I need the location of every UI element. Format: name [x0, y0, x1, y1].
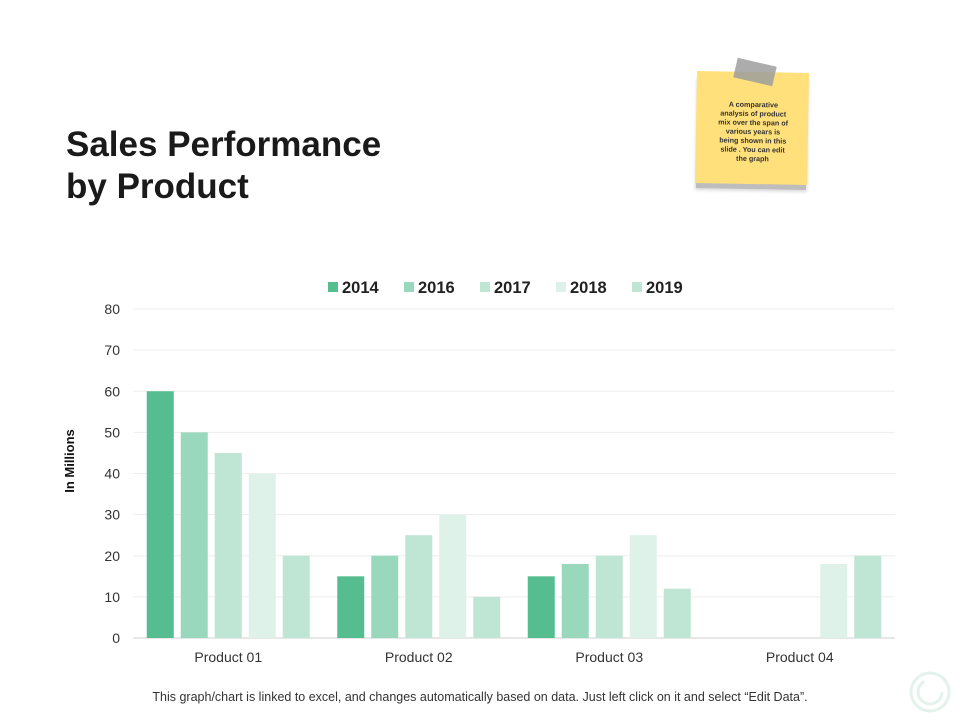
bar — [854, 555, 882, 638]
bar — [371, 555, 399, 638]
y-tick-label: 30 — [104, 507, 120, 523]
bar — [180, 432, 208, 638]
legend-swatch — [328, 282, 338, 292]
y-axis-label: In Millions — [62, 429, 77, 493]
page-title: Sales Performance by Product — [66, 124, 381, 208]
y-tick-label: 10 — [104, 589, 120, 605]
bar — [527, 576, 555, 638]
footer-note: This graph/chart is linked to excel, and… — [152, 690, 808, 704]
bar — [663, 588, 691, 638]
bar — [405, 535, 433, 638]
y-tick-label: 40 — [104, 466, 120, 482]
bar — [595, 555, 623, 638]
x-tick-label: Product 02 — [385, 649, 453, 665]
legend-swatch — [632, 282, 642, 292]
y-tick-label: 60 — [104, 383, 120, 399]
bar — [214, 452, 242, 638]
y-tick-label: 70 — [104, 342, 120, 358]
legend-label: 2017 — [494, 279, 531, 297]
y-tick-label: 80 — [104, 301, 120, 317]
circle-logo-icon — [909, 671, 951, 713]
title-line-1: Sales Performance — [66, 125, 382, 164]
legend-label: 2014 — [342, 279, 380, 297]
legend-swatch — [556, 282, 566, 292]
legend-label: 2016 — [418, 279, 455, 297]
y-tick-label: 50 — [104, 424, 120, 440]
y-tick-label: 0 — [112, 630, 120, 646]
bar — [820, 563, 848, 638]
bar — [629, 535, 657, 638]
legend-label: 2019 — [646, 279, 683, 297]
legend-label: 2018 — [570, 279, 607, 297]
title-line-2: by Product — [66, 167, 249, 206]
bar — [282, 555, 310, 638]
x-tick-label: Product 01 — [194, 649, 262, 665]
x-tick-label: Product 03 — [575, 649, 643, 665]
bar — [561, 563, 589, 638]
x-tick-label: Product 04 — [766, 649, 834, 665]
bar — [146, 391, 174, 638]
bar — [439, 514, 467, 638]
bar — [248, 473, 276, 638]
y-tick-label: 20 — [104, 548, 120, 564]
legend-swatch — [404, 282, 414, 292]
legend-swatch — [480, 282, 490, 292]
bar — [337, 576, 365, 638]
bar — [473, 596, 501, 638]
